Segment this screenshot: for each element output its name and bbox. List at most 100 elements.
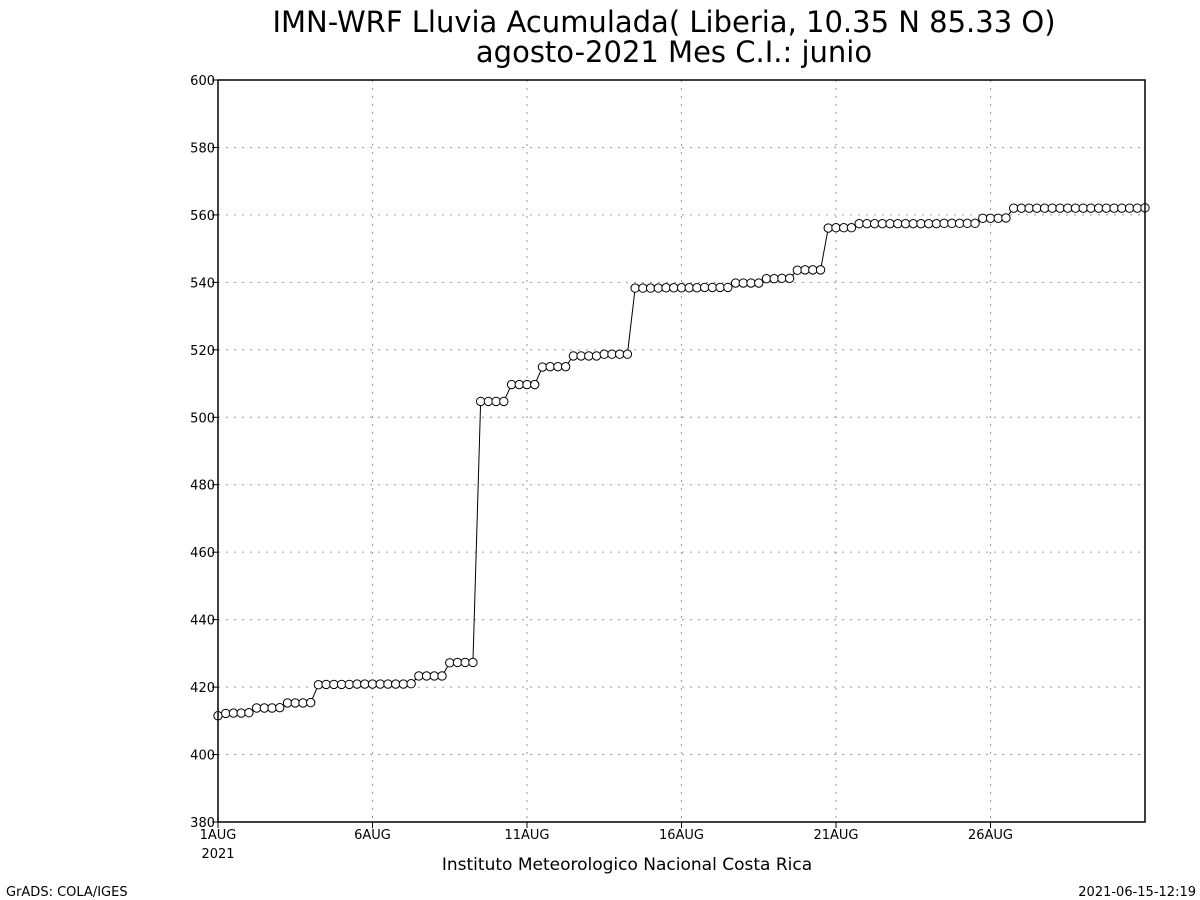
x-tick-label: 6AUG (354, 828, 391, 843)
data-point (653, 283, 664, 293)
data-point (244, 708, 254, 718)
data-point (684, 283, 694, 293)
data-point (1001, 213, 1011, 223)
data-point (1093, 203, 1104, 213)
data-point (839, 223, 849, 233)
data-point (970, 218, 980, 229)
data-point (808, 265, 818, 275)
y-axis-ticks: 380 400 420 440 460 480 500 520 540 560 580 600 (190, 74, 218, 831)
data-point (313, 680, 324, 690)
y-tick-label: 400 (190, 749, 215, 764)
data-point (553, 361, 563, 372)
plot-frame (217, 79, 1146, 823)
data-point (483, 396, 494, 407)
data-point (468, 657, 478, 668)
data-point (645, 283, 656, 293)
data-point (406, 679, 416, 689)
y-tick-label: 540 (190, 276, 215, 291)
y-tick-label: 560 (190, 209, 215, 224)
data-point (1008, 203, 1019, 213)
data-point (1063, 203, 1073, 213)
data-point (1086, 203, 1096, 213)
y-tick-label: 420 (190, 681, 215, 696)
data-point (259, 703, 270, 713)
data-point (1109, 203, 1119, 213)
data-point (475, 396, 486, 407)
footer-right-timestamp: 2021-06-15-12:19 (1078, 885, 1196, 900)
data-point (336, 679, 347, 690)
data-point (236, 708, 246, 718)
data-point (669, 283, 679, 293)
data-point (445, 658, 455, 668)
data-point (375, 679, 385, 689)
data-point (661, 283, 671, 293)
data-point (699, 282, 710, 293)
y-tick-label: 580 (190, 141, 215, 156)
data-point (390, 679, 401, 689)
y-tick-label: 380 (190, 816, 215, 831)
data-point (924, 218, 934, 229)
data-point (282, 698, 293, 708)
data-point (460, 657, 470, 668)
data-point (298, 698, 308, 708)
data-point (746, 278, 756, 288)
data-point (1016, 203, 1027, 213)
data-point (1078, 203, 1088, 213)
data-point (676, 283, 687, 293)
data-point (329, 679, 339, 690)
data-point (978, 213, 988, 223)
x-axis-label: Instituto Meteorologico Nacional Costa R… (442, 855, 812, 875)
data-point (568, 351, 579, 361)
data-point (947, 218, 957, 229)
data-point (506, 379, 517, 390)
x-tick-label: 1AUG (200, 828, 237, 843)
series-precip-accumulated (213, 203, 1150, 721)
data-point (831, 223, 841, 233)
data-point (962, 218, 973, 229)
data-point (599, 349, 609, 359)
x-tick-label: 16AUG (659, 828, 704, 843)
data-point (761, 273, 772, 284)
data-point (1047, 203, 1058, 213)
data-point (228, 708, 239, 718)
data-point (1024, 203, 1034, 213)
data-point (321, 679, 331, 690)
data-point (1101, 203, 1112, 213)
data-point (908, 218, 918, 229)
x-tick-label: 11AUG (504, 828, 549, 843)
data-point (615, 349, 625, 359)
data-point (622, 349, 633, 359)
data-point (607, 349, 617, 359)
grid-lines (218, 80, 1145, 822)
data-point (954, 218, 965, 229)
y-tick-label: 440 (190, 614, 215, 629)
data-point (715, 282, 725, 293)
data-point (1039, 203, 1050, 213)
data-point (792, 265, 803, 275)
data-point (1055, 203, 1065, 213)
data-point (290, 698, 300, 708)
data-point (800, 265, 810, 275)
data-point (367, 679, 378, 689)
data-point (452, 657, 463, 668)
data-point (846, 223, 857, 233)
data-point (900, 218, 911, 229)
chart-title: IMN-WRF Lluvia Acumulada( Liberia, 10.35… (272, 5, 1055, 39)
data-point (769, 273, 779, 284)
data-point (893, 218, 903, 229)
data-point (344, 679, 355, 690)
data-point (591, 351, 602, 361)
data-point (251, 703, 262, 713)
data-point (738, 278, 748, 288)
data-point (777, 273, 787, 284)
data-point (306, 697, 316, 708)
data-point (537, 362, 548, 372)
data-point (421, 671, 432, 681)
data-point (1124, 203, 1135, 213)
data-point (414, 671, 424, 681)
data-point (545, 361, 555, 372)
footer-left-credit: GrADS: COLA/IGES (6, 885, 128, 900)
data-point (784, 273, 795, 284)
data-point (985, 213, 996, 223)
